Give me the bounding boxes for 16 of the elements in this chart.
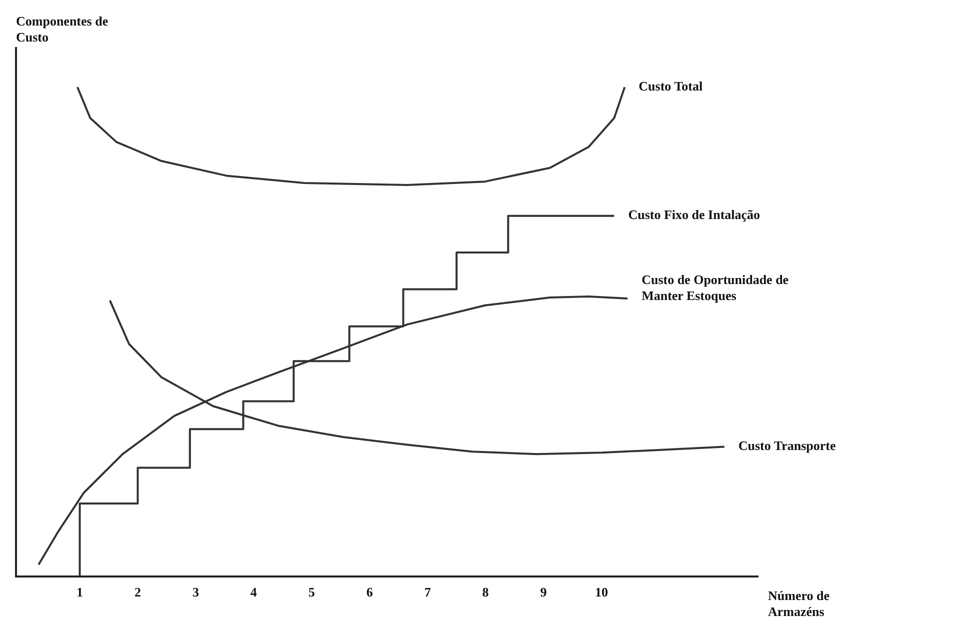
x-tick-label: 6 [366,584,374,600]
series-label: Custo Fixo de Intalação [628,207,760,222]
y-axis-title: Componentes de Custo [16,13,108,44]
x-tick-label: 7 [424,584,432,600]
x-tick-label: 1 [76,584,84,600]
x-tick-label: 2 [134,584,141,600]
x-axis-title: Número de Armazéns [768,588,830,619]
x-tick-label: 4 [250,584,258,600]
x-tick-label: 3 [192,584,200,600]
series-label: Custo Transporte [738,438,836,454]
series-label: Custo de Oportunidade de Manter Estoques [642,272,789,303]
x-tick-label: 8 [482,584,490,600]
series-label: Custo Total [638,78,703,94]
x-tick-label: 10 [594,584,608,600]
x-tick-label: 5 [308,584,316,600]
x-tick-label: 9 [540,584,548,600]
